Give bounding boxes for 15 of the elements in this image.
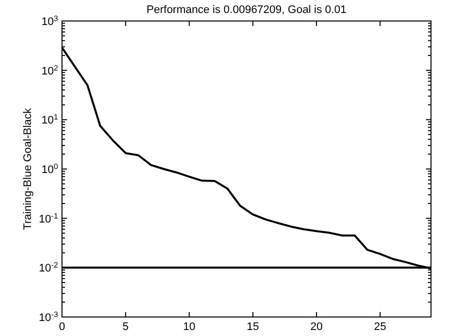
x-tick-label: 20 (310, 321, 323, 333)
y-tick-label: 10$^{0}$ (41, 162, 58, 176)
x-tick-label: 5 (122, 321, 129, 333)
y-axis-title: Training-Blue Goal-Black (22, 108, 34, 230)
chart-title: Performance is 0.00967209, Goal is 0.01 (146, 4, 346, 16)
y-tick-label: 10$^{-3}$ (38, 310, 58, 324)
x-tick-label: 10 (183, 321, 196, 333)
y-tick-label: 10$^{3}$ (41, 14, 58, 28)
y-tick-label: 10$^{-1}$ (38, 210, 58, 226)
y-tick-label: 10$^{2}$ (41, 62, 58, 78)
x-tick-label: 15 (246, 321, 259, 333)
x-tick-label: 25 (374, 321, 386, 333)
x-tick-label: 0 (58, 321, 66, 333)
y-tick-label: 10$^{-2}$ (38, 260, 58, 275)
y-tick-label: 10$^{1}$ (41, 112, 58, 127)
